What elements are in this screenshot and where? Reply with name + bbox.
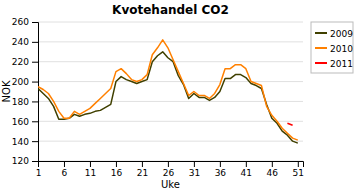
- x-tick-label: 21: [137, 168, 148, 178]
- grid-line: [38, 22, 303, 23]
- x-tick-mark: [194, 161, 195, 167]
- legend-item: 2011: [315, 59, 353, 69]
- x-axis: 16111621263136414651: [36, 161, 304, 178]
- x-tick: 6: [62, 161, 68, 178]
- x-tick: 46: [267, 161, 279, 178]
- y-tick-mark: [32, 42, 38, 43]
- y-tick-label: 120: [12, 156, 29, 166]
- series-line: [287, 123, 292, 125]
- grid-line: [38, 141, 303, 142]
- y-tick: 260: [12, 17, 38, 27]
- x-tick: 16: [111, 161, 123, 178]
- x-tick-mark: [168, 161, 169, 167]
- title: Kvotehandel CO2: [112, 3, 229, 17]
- x-tick-label: 16: [111, 168, 123, 178]
- x-tick-label: 36: [215, 168, 227, 178]
- x-tick-label: 46: [267, 168, 279, 178]
- grid-line: [38, 41, 303, 42]
- y-tick-label: 260: [12, 17, 29, 27]
- x-tick: 36: [215, 161, 227, 178]
- x-tick: 11: [85, 161, 96, 178]
- x-tick-label: 41: [241, 168, 252, 178]
- x-tick-label: 26: [163, 168, 175, 178]
- y-tick-label: 200: [12, 77, 29, 87]
- x-tick-mark: [246, 161, 247, 167]
- y-tick-mark: [32, 141, 38, 142]
- x-tick: 41: [241, 161, 252, 178]
- y-tick-label: 180: [12, 97, 29, 107]
- x-tick-mark: [272, 161, 273, 167]
- y-tick: 180: [12, 97, 38, 107]
- y-tick: 240: [12, 37, 38, 47]
- x-tick-label: 1: [36, 168, 42, 178]
- x-tick-mark: [220, 161, 221, 167]
- legend-swatch: [315, 62, 327, 64]
- series-line: [38, 40, 298, 140]
- x-tick: 51: [293, 161, 304, 178]
- y-tick-mark: [32, 161, 38, 162]
- grid-line: [38, 121, 303, 122]
- x-tick-label: 6: [62, 168, 68, 178]
- x-tick-label: 31: [189, 168, 200, 178]
- x-tick-mark: [298, 161, 299, 167]
- x-tick-mark: [64, 161, 65, 167]
- chart: 1611162126313641465112014016018020022024…: [0, 0, 355, 191]
- legend-box: [311, 22, 353, 73]
- y-tick-mark: [32, 82, 38, 83]
- y-tick: 220: [12, 57, 38, 67]
- x-tick: 21: [137, 161, 148, 178]
- x-tick: 26: [163, 161, 175, 178]
- x-tick-mark: [90, 161, 91, 167]
- plot-root: 1611162126313641465112014016018020022024…: [12, 17, 304, 178]
- y-tick-label: 240: [12, 37, 29, 47]
- grid-line: [38, 81, 303, 82]
- x-tick-mark: [116, 161, 117, 167]
- x-tick-label: 51: [293, 168, 304, 178]
- y-tick-mark: [32, 121, 38, 122]
- x-tick: 1: [36, 161, 42, 178]
- y-axis-line: [32, 23, 39, 162]
- legend-label: 2011: [330, 59, 353, 69]
- y-tick-mark: [32, 101, 38, 102]
- grid-line: [38, 61, 303, 62]
- x-tick-mark: [142, 161, 143, 167]
- y-tick: 140: [12, 137, 38, 147]
- legend-item: 2010: [315, 44, 353, 54]
- y-axis-title: NOK: [1, 80, 12, 102]
- y-tick-label: 140: [12, 137, 29, 147]
- legend-item: 2009: [315, 29, 353, 39]
- series-group: [38, 40, 298, 143]
- legend-label: 2009: [330, 29, 353, 39]
- x-tick: 31: [189, 161, 200, 178]
- grid: [38, 22, 303, 161]
- series-line: [38, 52, 298, 143]
- x-tick-label: 11: [85, 168, 96, 178]
- y-tick-label: 220: [12, 57, 29, 67]
- y-tick-mark: [32, 22, 38, 23]
- legend-swatch: [315, 47, 327, 49]
- y-axis: 120 140 160 180 200 220 240 260: [12, 17, 39, 166]
- legend-label: 2010: [330, 44, 353, 54]
- y-tick: 120: [12, 156, 38, 166]
- y-tick: 160: [12, 117, 38, 127]
- y-tick-mark: [32, 62, 38, 63]
- legend: 2009 2010 2011: [311, 22, 353, 73]
- grid-line: [38, 101, 303, 102]
- legend-swatch: [315, 32, 327, 34]
- x-axis-title: Uke: [161, 179, 180, 190]
- x-axis-line: [39, 162, 304, 168]
- y-tick-label: 160: [12, 117, 29, 127]
- y-tick: 200: [12, 77, 38, 87]
